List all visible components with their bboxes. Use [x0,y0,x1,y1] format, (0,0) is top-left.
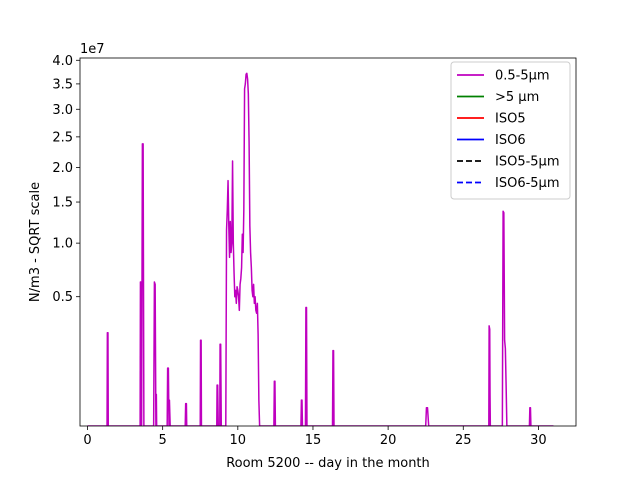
y-tick-label: 1.5 [52,196,73,211]
axes-frame [79,57,577,427]
x-axis-label: Room 5200 -- day in the month [226,456,430,471]
legend-label: ISO5 [495,112,526,127]
x-tick-label: 20 [380,433,397,448]
plot-area [87,72,554,426]
legend-label: ISO6-5µm [495,176,560,191]
y-tick-label: 2.0 [52,161,73,176]
x-tick-label: 5 [159,433,167,448]
x-tick-label: 0 [83,433,91,448]
x-tick-label: 30 [530,433,547,448]
legend-label: ISO6 [495,133,526,148]
y-tick-label: 1.0 [52,237,73,252]
legend-label: >5 µm [495,90,539,105]
x-tick-label: 25 [455,433,472,448]
y-offset-label: 1e7 [80,42,105,57]
y-tick-label: 0.5 [52,290,73,305]
axes: 0 5 10 15 20 25 30 0.5 1.0 1.5 2.0 2.5 3.0 3.5 4.0 [52,54,577,448]
y-axis-label: N/m3 - SQRT scale [28,182,43,302]
y-tick-label: 2.5 [52,130,73,145]
x-tick-label: 10 [230,433,247,448]
x-tick-label: 15 [305,433,322,448]
y-tick-label: 3.0 [52,103,73,118]
y-tick-label: 3.5 [52,77,73,92]
y-tick-label: 4.0 [52,54,73,69]
legend-label: 0.5-5µm [495,69,550,84]
legend-label: ISO5-5µm [495,155,560,170]
series-line-0 [87,72,554,426]
legend: 0.5-5µm >5 µm ISO5 ISO6 ISO5-5µm ISO6-5µm [450,61,571,200]
